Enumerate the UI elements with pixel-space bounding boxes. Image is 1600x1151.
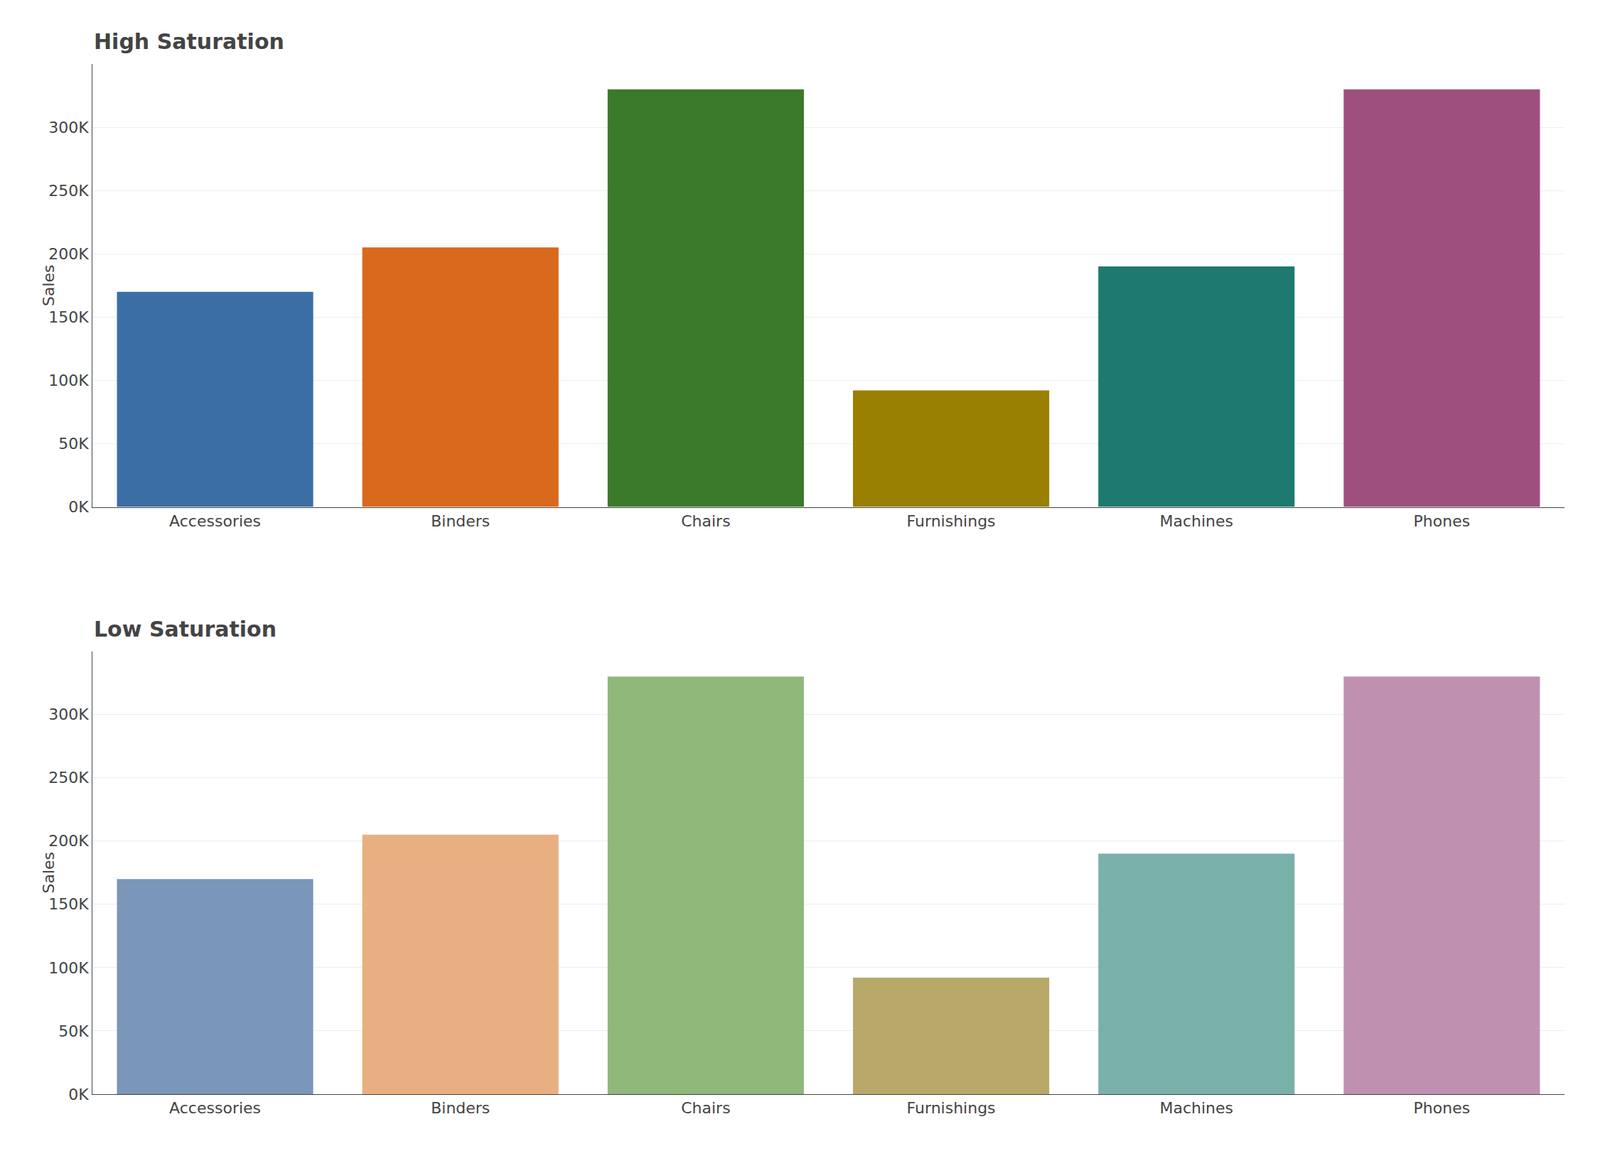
svg-text:200K: 200K [48, 832, 89, 851]
svg-text:Accessories: Accessories [169, 512, 261, 531]
svg-text:Sales: Sales [39, 852, 58, 895]
svg-text:Phones: Phones [1413, 512, 1471, 531]
svg-text:100K: 100K [48, 959, 89, 978]
svg-text:Furnishings: Furnishings [906, 512, 996, 531]
svg-text:250K: 250K [48, 181, 89, 200]
svg-text:150K: 150K [48, 895, 89, 914]
svg-text:0K: 0K [68, 1086, 89, 1104]
svg-text:0K: 0K [68, 498, 89, 517]
svg-text:Sales: Sales [39, 264, 58, 307]
svg-text:Machines: Machines [1159, 512, 1234, 531]
svg-text:Low Saturation: Low Saturation [93, 616, 277, 642]
svg-text:Furnishings: Furnishings [906, 1099, 996, 1118]
svg-text:Chairs: Chairs [680, 1099, 730, 1118]
svg-text:300K: 300K [48, 118, 89, 137]
svg-text:Phones: Phones [1413, 1099, 1471, 1118]
svg-text:250K: 250K [48, 769, 89, 787]
svg-text:150K: 150K [48, 308, 89, 327]
svg-text:300K: 300K [48, 705, 89, 724]
svg-text:Binders: Binders [430, 512, 490, 531]
svg-text:Machines: Machines [1159, 1099, 1234, 1118]
svg-text:100K: 100K [48, 371, 89, 390]
svg-text:High Saturation: High Saturation [93, 29, 285, 55]
svg-text:50K: 50K [58, 435, 89, 453]
svg-text:Chairs: Chairs [680, 512, 730, 531]
svg-text:50K: 50K [58, 1022, 89, 1041]
svg-text:200K: 200K [48, 245, 89, 263]
svg-text:Binders: Binders [430, 1099, 490, 1118]
svg-text:Accessories: Accessories [169, 1099, 261, 1118]
